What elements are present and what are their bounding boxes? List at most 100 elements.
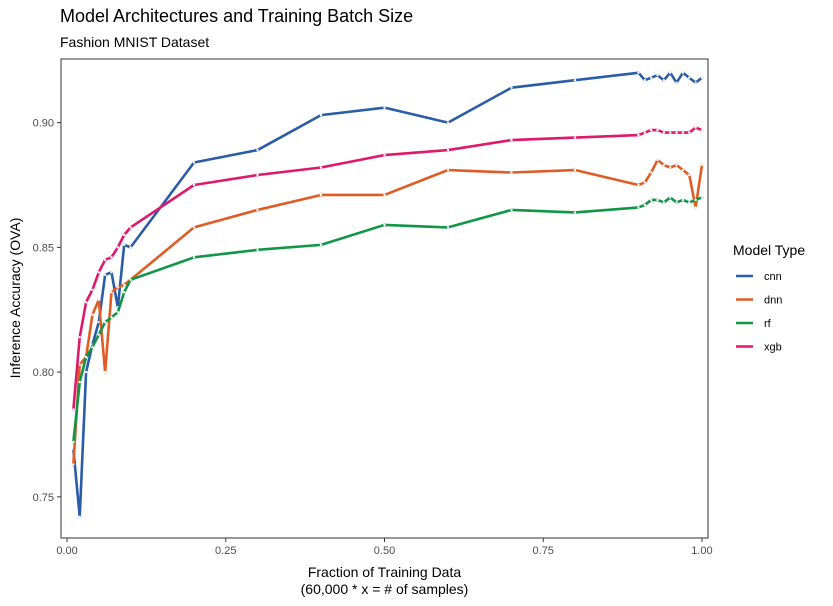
y-tick-label: 0.90 bbox=[33, 118, 54, 130]
data-point-xgb bbox=[91, 288, 94, 291]
data-point-rf bbox=[669, 196, 672, 199]
data-point-cnn bbox=[383, 106, 386, 109]
data-point-dnn bbox=[656, 158, 659, 162]
x-tick-label: 0.00 bbox=[56, 545, 77, 557]
data-point-rf bbox=[637, 206, 640, 209]
data-point-xgb bbox=[694, 126, 697, 129]
data-point-dnn bbox=[319, 193, 323, 197]
data-point-xgb bbox=[129, 226, 132, 229]
data-point-dnn bbox=[669, 166, 672, 169]
legend-label-xgb: xgb bbox=[764, 342, 782, 354]
data-point-cnn bbox=[573, 79, 577, 82]
series-line-cnn bbox=[72, 71, 704, 519]
data-point-rf bbox=[446, 226, 450, 229]
legend: Model Type cnn dnn rf xgb bbox=[733, 242, 805, 354]
data-point-rf bbox=[662, 201, 666, 204]
data-point-xgb bbox=[669, 131, 672, 134]
data-point-rf bbox=[91, 345, 94, 349]
series-cnn bbox=[72, 71, 704, 519]
data-point-cnn bbox=[637, 71, 640, 74]
data-point-cnn bbox=[97, 321, 100, 324]
series-xgb bbox=[72, 126, 704, 411]
data-point-cnn bbox=[446, 121, 450, 124]
data-point-dnn bbox=[649, 171, 653, 174]
data-point-rf bbox=[510, 208, 513, 212]
data-point-xgb bbox=[110, 256, 113, 259]
data-point-cnn bbox=[103, 273, 107, 276]
data-point-xgb bbox=[72, 408, 75, 411]
data-point-dnn bbox=[192, 226, 196, 229]
data-point-xgb bbox=[84, 301, 88, 304]
data-point-xgb bbox=[675, 131, 678, 134]
data-point-xgb bbox=[192, 183, 196, 187]
data-point-dnn bbox=[681, 168, 685, 172]
data-point-cnn bbox=[700, 76, 704, 79]
data-point-rf bbox=[675, 201, 678, 204]
data-point-dnn bbox=[110, 291, 113, 294]
data-point-rf bbox=[116, 311, 120, 314]
legend-item-dnn: dnn bbox=[736, 295, 782, 307]
data-point-cnn bbox=[319, 113, 323, 117]
data-point-rf bbox=[573, 211, 577, 214]
legend-item-cnn: cnn bbox=[736, 271, 782, 283]
data-point-dnn bbox=[103, 370, 107, 374]
data-point-xgb bbox=[383, 153, 386, 157]
data-point-xgb bbox=[97, 271, 100, 274]
data-point-xgb bbox=[78, 335, 81, 339]
series-line-dnn bbox=[72, 158, 704, 466]
data-point-cnn bbox=[688, 76, 691, 79]
plot-area bbox=[60, 58, 709, 539]
data-point-xgb bbox=[319, 166, 323, 169]
x-tick-label: 1.00 bbox=[691, 545, 712, 557]
data-point-cnn bbox=[84, 370, 88, 374]
x-tick-label: 0.75 bbox=[533, 545, 554, 557]
data-point-cnn bbox=[192, 161, 196, 164]
legend-item-rf: rf bbox=[736, 318, 772, 330]
data-point-dnn bbox=[700, 163, 704, 167]
data-point-cnn bbox=[510, 86, 513, 89]
data-point-dnn bbox=[72, 463, 75, 466]
data-point-dnn bbox=[97, 298, 100, 301]
data-point-dnn bbox=[688, 173, 691, 177]
data-point-dnn bbox=[675, 163, 678, 167]
data-point-cnn bbox=[129, 246, 132, 249]
data-point-xgb bbox=[643, 131, 647, 134]
data-point-rf bbox=[700, 196, 704, 199]
data-point-cnn bbox=[656, 74, 659, 77]
x-axis-title-line1: Fraction of Training Data bbox=[308, 564, 462, 580]
data-point-rf bbox=[110, 316, 113, 319]
x-axis: 0.00 0.25 0.50 0.75 1.00 bbox=[56, 538, 713, 557]
series-rf bbox=[72, 196, 704, 444]
data-point-rf bbox=[643, 203, 647, 207]
data-point-dnn bbox=[637, 183, 640, 187]
chart-subtitle: Fashion MNIST Dataset bbox=[60, 34, 209, 50]
plot-panel-border bbox=[60, 58, 709, 539]
series-layer bbox=[72, 71, 704, 519]
data-point-xgb bbox=[116, 246, 120, 249]
data-point-rf bbox=[122, 291, 126, 294]
data-point-rf bbox=[319, 243, 323, 247]
series-dnn bbox=[72, 158, 704, 466]
data-point-xgb bbox=[688, 131, 691, 134]
data-point-dnn bbox=[116, 286, 120, 289]
data-point-dnn bbox=[446, 168, 450, 172]
data-point-xgb bbox=[573, 136, 577, 139]
data-point-cnn bbox=[110, 271, 113, 274]
series-line-xgb bbox=[72, 126, 704, 411]
y-tick-label: 0.85 bbox=[33, 242, 54, 254]
data-point-xgb bbox=[122, 233, 126, 237]
data-point-rf bbox=[688, 201, 691, 204]
data-point-rf bbox=[694, 198, 697, 202]
x-tick-label: 0.50 bbox=[374, 545, 395, 557]
data-point-xgb bbox=[656, 128, 659, 132]
data-point-dnn bbox=[383, 193, 386, 197]
data-point-cnn bbox=[256, 148, 259, 152]
data-point-dnn bbox=[122, 283, 126, 286]
data-point-xgb bbox=[446, 148, 450, 152]
data-point-xgb bbox=[681, 131, 685, 134]
data-point-rf bbox=[649, 198, 653, 202]
data-point-cnn bbox=[694, 81, 697, 84]
data-point-cnn bbox=[662, 79, 666, 82]
data-point-cnn bbox=[649, 76, 653, 79]
